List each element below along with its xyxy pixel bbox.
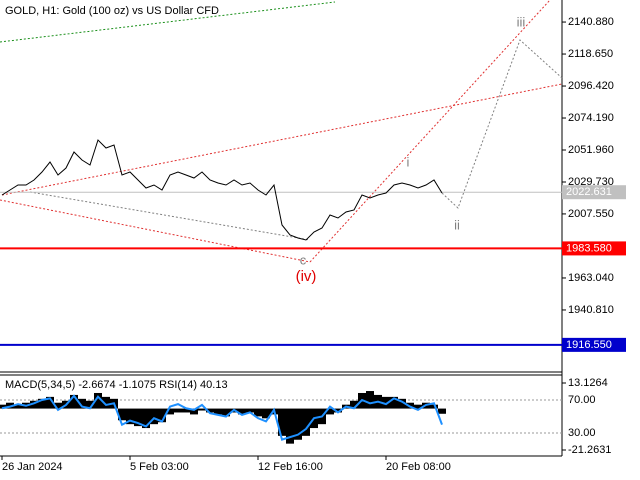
chart-title: GOLD, H1: Gold (100 oz) vs US Dollar CFD	[5, 5, 219, 17]
last-price-box	[562, 185, 626, 200]
macd-bar	[86, 400, 94, 409]
macd-bar	[390, 396, 398, 409]
y-tick-label: 2118.650	[568, 48, 613, 60]
macd-bar	[366, 391, 374, 409]
macd-bar	[182, 408, 190, 413]
macd-bar	[350, 400, 358, 409]
macd-bar	[382, 396, 390, 409]
macd-bar	[158, 408, 166, 423]
macd-bar	[438, 408, 446, 414]
forecast-path	[441, 39, 563, 209]
macd-bar	[70, 394, 78, 409]
macd-bar	[94, 392, 102, 409]
x-tick-label: 12 Feb 16:00	[258, 461, 323, 473]
level-box	[562, 241, 626, 256]
macd-bar	[54, 402, 62, 409]
trend-line	[1, 83, 563, 196]
price-line	[1, 139, 443, 241]
macd-bar	[190, 408, 198, 415]
macd-bar	[38, 398, 46, 409]
macd-bar	[398, 398, 406, 409]
x-tick-label: 5 Feb 03:00	[130, 461, 189, 473]
trend-line	[29, 191, 311, 241]
trend-line	[0, 199, 311, 263]
y-tick-label: 2007.550	[568, 208, 614, 220]
trend-line	[0, 1, 336, 43]
macd-bar	[150, 408, 158, 425]
x-tick-label: 26 Jan 2024	[2, 461, 63, 473]
macd-bar	[102, 396, 110, 409]
wave-label: i	[407, 154, 410, 169]
macd-bar	[142, 408, 150, 429]
rsi-line	[1, 394, 443, 441]
macd-bar	[238, 408, 246, 415]
macd-bar	[334, 408, 342, 413]
macd-bar	[78, 398, 86, 409]
macd-bar	[174, 408, 182, 413]
y-tick-label: -21.2631	[568, 444, 611, 456]
level-box	[562, 337, 626, 352]
macd-bar	[206, 408, 214, 413]
level-label: 1916.550	[566, 339, 612, 351]
macd-bar	[430, 404, 438, 409]
macd-bar	[134, 408, 142, 427]
y-tick-label: 2074.190	[568, 112, 614, 124]
macd-bar	[414, 404, 422, 409]
macd-bar	[262, 408, 270, 419]
macd-bar	[30, 400, 38, 409]
macd-bar	[246, 408, 254, 413]
y-tick-label: 2029.730	[568, 176, 614, 188]
macd-bar	[46, 396, 54, 409]
macd-bar	[302, 408, 310, 436]
wave-label: ii	[454, 217, 460, 232]
wave-label: iii	[517, 14, 526, 29]
y2-tick-label: 30.00	[568, 427, 596, 439]
macd-bar	[326, 408, 334, 415]
y-tick-label: 13.1264	[568, 377, 608, 389]
last-price-label: 2022.631	[566, 186, 612, 198]
y-tick-label: 2051.960	[568, 144, 614, 156]
indicator-title: MACD(5,34,5) -2.6674 -1.1075 RSI(14) 40.…	[5, 379, 228, 391]
macd-bar	[126, 408, 134, 425]
macd-bar	[254, 408, 262, 417]
macd-bar	[214, 408, 222, 415]
macd-bar	[198, 408, 206, 411]
y-tick-label: 1940.810	[568, 304, 614, 316]
wave-label: (iv)	[296, 268, 317, 285]
macd-bar	[14, 404, 22, 409]
macd-bar	[166, 408, 174, 415]
y-tick-label: 2140.880	[568, 16, 614, 28]
macd-bar	[222, 408, 230, 417]
trend-line	[309, 0, 551, 263]
y2-tick-label: 70.00	[568, 394, 596, 406]
macd-bar	[118, 408, 126, 421]
macd-bar	[0, 404, 6, 409]
y-tick-label: 1963.040	[568, 272, 614, 284]
macd-bar	[294, 408, 302, 440]
macd-bar	[278, 408, 286, 436]
macd-bar	[286, 408, 294, 444]
wave-label: c	[300, 252, 307, 267]
y-tick-label: 2096.420	[568, 80, 614, 92]
level-label: 1983.580	[566, 242, 612, 254]
x-tick-label: 20 Feb 08:00	[386, 461, 451, 473]
